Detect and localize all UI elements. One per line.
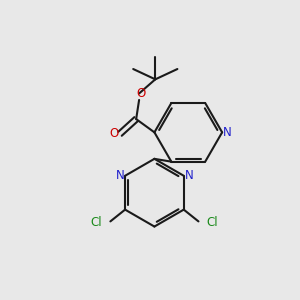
Text: N: N — [185, 169, 194, 182]
Text: N: N — [116, 169, 124, 182]
Text: Cl: Cl — [207, 216, 218, 230]
Text: O: O — [136, 87, 145, 100]
Text: N: N — [223, 126, 232, 139]
Text: Cl: Cl — [91, 216, 102, 230]
Text: O: O — [110, 127, 119, 140]
